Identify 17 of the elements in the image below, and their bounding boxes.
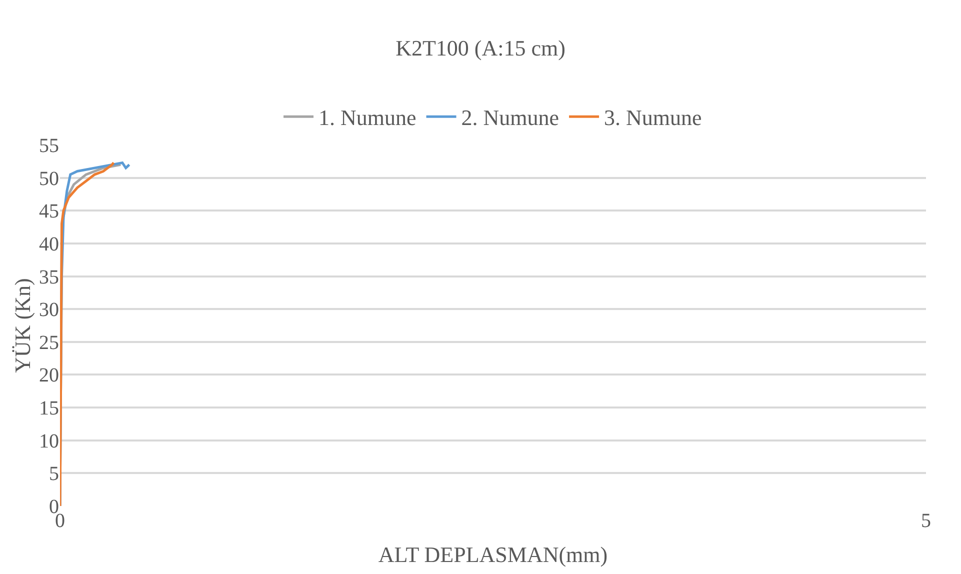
y-axis-title: YÜK (Kn) [10,278,35,373]
legend-label: 1. Numune [318,105,416,130]
legend-label: 3. Numune [604,105,702,130]
y-tick-label: 25 [39,332,59,354]
y-tick-label: 15 [39,398,59,420]
chart-title: K2T100 (A:15 cm) [396,36,566,61]
y-tick-label: 10 [39,430,59,452]
y-tick-label: 30 [39,299,59,322]
y-tick-label: 40 [39,233,59,256]
y-tick-label: 5 [49,463,59,486]
y-tick-label: 20 [39,364,59,387]
y-tick-label: 45 [39,200,59,223]
y-tick-label: 55 [39,135,59,157]
x-axis-title: ALT DEPLASMAN(mm) [378,542,608,567]
y-tick-label: 35 [39,266,59,288]
y-tick-label: 50 [39,168,59,190]
legend-label: 2. Numune [461,105,560,130]
